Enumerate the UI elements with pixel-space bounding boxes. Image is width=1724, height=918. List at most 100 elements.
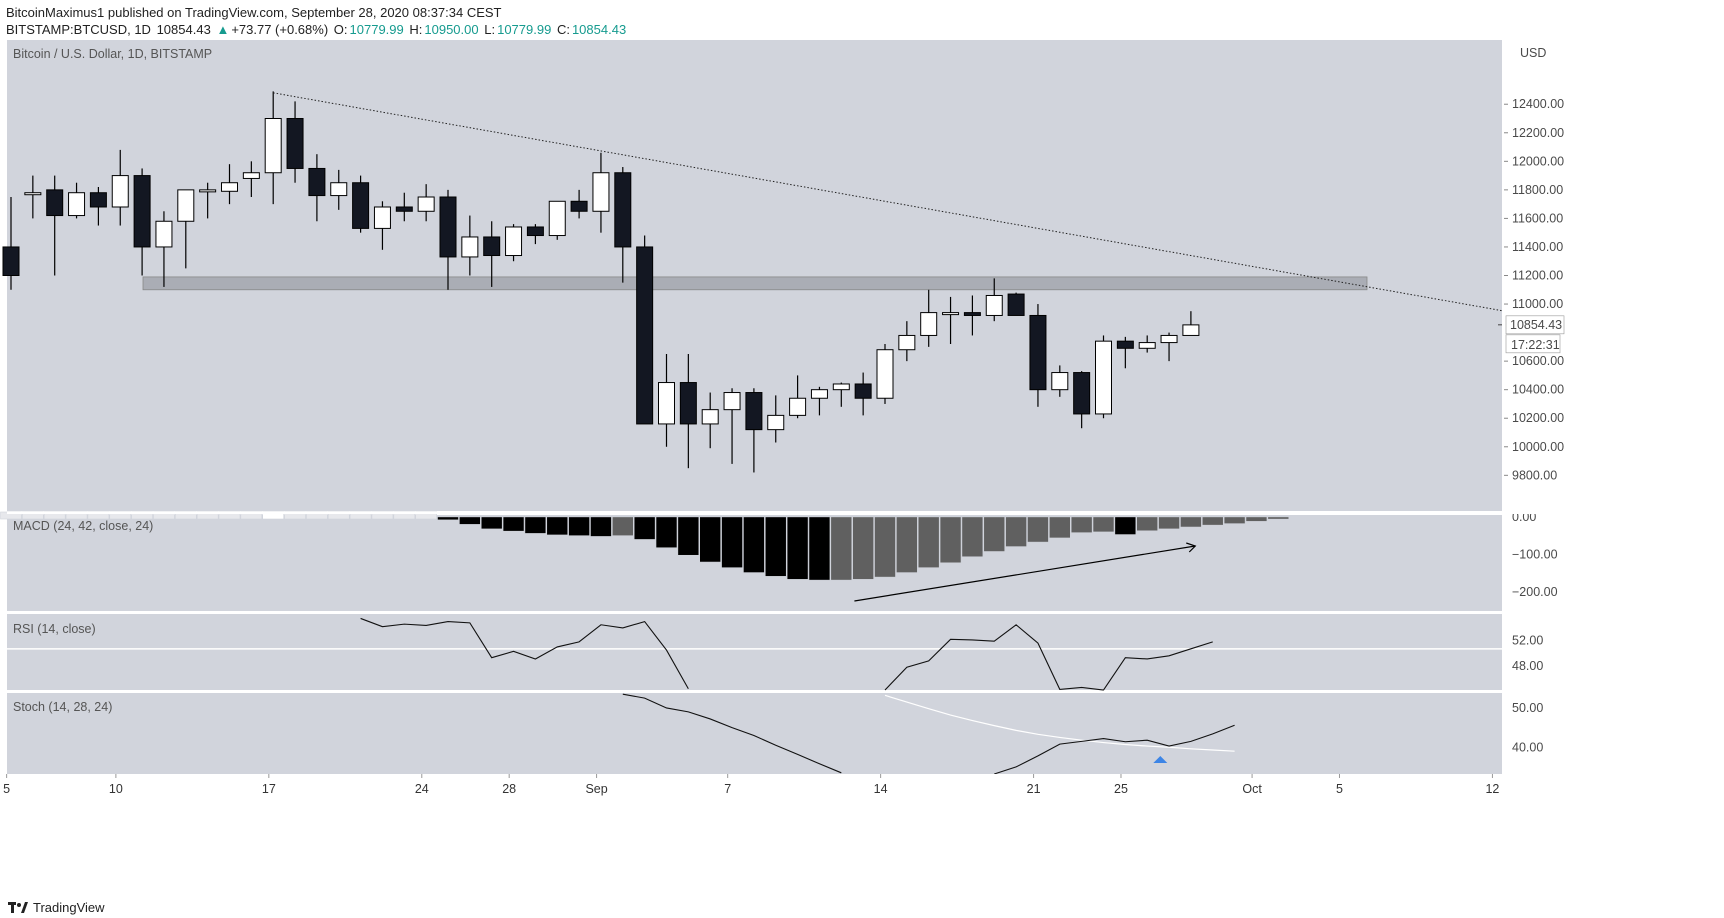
macd-hist-bar: [808, 516, 831, 581]
candle-body: [111, 175, 129, 208]
price-tick-label: 9800.00: [1512, 468, 1557, 482]
candle-body: [439, 196, 457, 258]
candle-body: [548, 200, 566, 237]
close-label: C:: [556, 22, 570, 37]
macd-hist-bar: [590, 516, 612, 537]
macd-hist-bar: [611, 516, 634, 537]
macd-hist-bar: [786, 516, 809, 580]
date-tick-label: Sep: [585, 782, 607, 796]
descending-trendline: [273, 92, 1503, 312]
currency-label: USD: [1520, 46, 1546, 60]
candle-body: [1116, 340, 1134, 349]
candle-body: [461, 236, 479, 258]
macd-hist-bar: [546, 516, 569, 536]
candle-body: [2, 246, 20, 276]
candle-body: [373, 206, 391, 229]
candle-body: [1095, 340, 1112, 415]
rsi-title: RSI (14, close): [13, 622, 96, 636]
candle-body: [46, 189, 64, 217]
candle-body: [330, 182, 348, 197]
candle-body: [920, 312, 938, 336]
candle-body: [221, 182, 238, 192]
candle-body: [789, 397, 807, 416]
candle-body: [592, 172, 610, 212]
macd-hist-bar: [1201, 516, 1224, 526]
stoch-title: Stoch (14, 28, 24): [13, 700, 112, 714]
tradingview-logo-icon: [8, 901, 28, 914]
candle-body: [352, 182, 370, 229]
macd-hist-bar: [1158, 516, 1180, 530]
date-tick-label: 7: [724, 782, 731, 796]
candle-body: [526, 226, 544, 237]
macd-hist-bar: [480, 516, 503, 530]
date-tick-label: 12: [1485, 782, 1499, 796]
macd-hist-bar: [721, 516, 743, 569]
date-tick-label: 28: [502, 782, 516, 796]
macd-tick-label: −100.00: [1512, 548, 1558, 562]
candle-body: [155, 220, 173, 248]
macd-arrow-head-icon: [1186, 542, 1197, 553]
countdown-label: 17:22:31: [1511, 338, 1560, 352]
macd-hist-bar: [568, 516, 590, 537]
macd-divergence-arrow: [854, 545, 1196, 602]
low-label: L:: [484, 22, 496, 37]
candle-body: [308, 167, 326, 197]
price-tick-label: 10600.00: [1512, 354, 1564, 368]
stoch-tick-label: 40.00: [1512, 740, 1543, 754]
macd-hist-bar: [1267, 516, 1290, 520]
macd-hist-bar: [1005, 516, 1027, 547]
macd-hist-bar: [699, 516, 722, 563]
macd-hist-bar: [1223, 516, 1246, 524]
candle-body: [963, 312, 981, 316]
change-up-icon: ▲: [216, 22, 230, 37]
macd-hist-bar: [1136, 516, 1158, 532]
resistance-zone: [142, 276, 1368, 291]
publish-line: BitcoinMaximus1 published on TradingView…: [6, 4, 628, 21]
date-axis-bg: [7, 774, 1502, 798]
price-tick-label: 11600.00: [1512, 211, 1563, 225]
candle-body: [133, 175, 151, 248]
candle-body: [985, 294, 1003, 316]
countdown-box: [1505, 334, 1561, 354]
candle-body: [264, 118, 282, 174]
price-tick-label: 12000.00: [1512, 154, 1564, 168]
price-tick-label: 11000.00: [1512, 297, 1563, 311]
stoch-d-line: [884, 694, 1235, 752]
candle-body: [636, 246, 654, 425]
candle-body: [286, 118, 304, 169]
candle-body: [199, 189, 217, 193]
macd-hist-bar: [1027, 516, 1049, 543]
last-price-box: [1505, 315, 1565, 335]
footer-brand-text: TradingView: [33, 900, 105, 915]
date-tick-label: 14: [874, 782, 888, 796]
close-value: 10854.43: [571, 22, 627, 37]
macd-hist-bar: [633, 516, 656, 540]
price-tick-label: 10000.00: [1512, 440, 1564, 454]
macd-hist-bar: [743, 516, 765, 573]
candle-body: [854, 383, 872, 399]
candle-body: [1007, 293, 1025, 316]
candle-body: [89, 192, 107, 208]
stoch-tick-label: 50.00: [1512, 701, 1543, 715]
macd-hist-bar: [961, 516, 984, 558]
price-axis-bg: [1504, 40, 1564, 774]
macd-hist-bar: [502, 516, 525, 532]
candle-body: [1182, 324, 1200, 336]
candle-body: [395, 206, 413, 212]
candle-body: [1073, 372, 1091, 415]
candle-body: [1029, 314, 1047, 391]
author-name[interactable]: BitcoinMaximus1: [6, 5, 105, 20]
stoch-cross-marker-icon: [1153, 756, 1168, 763]
candle-body: [723, 392, 741, 411]
stoch-k-line: [994, 724, 1235, 775]
rsi-tick-label: 48.00: [1512, 659, 1543, 673]
date-tick-label: 25: [1114, 782, 1128, 796]
candle-body: [942, 312, 960, 316]
macd-hist-bar: [1180, 516, 1202, 528]
candle-body: [68, 192, 86, 217]
candle-body: [1138, 342, 1156, 349]
date-tick-label: 17: [262, 782, 276, 796]
price-tick-label: 10400.00: [1512, 383, 1564, 397]
candle-body: [177, 189, 195, 222]
